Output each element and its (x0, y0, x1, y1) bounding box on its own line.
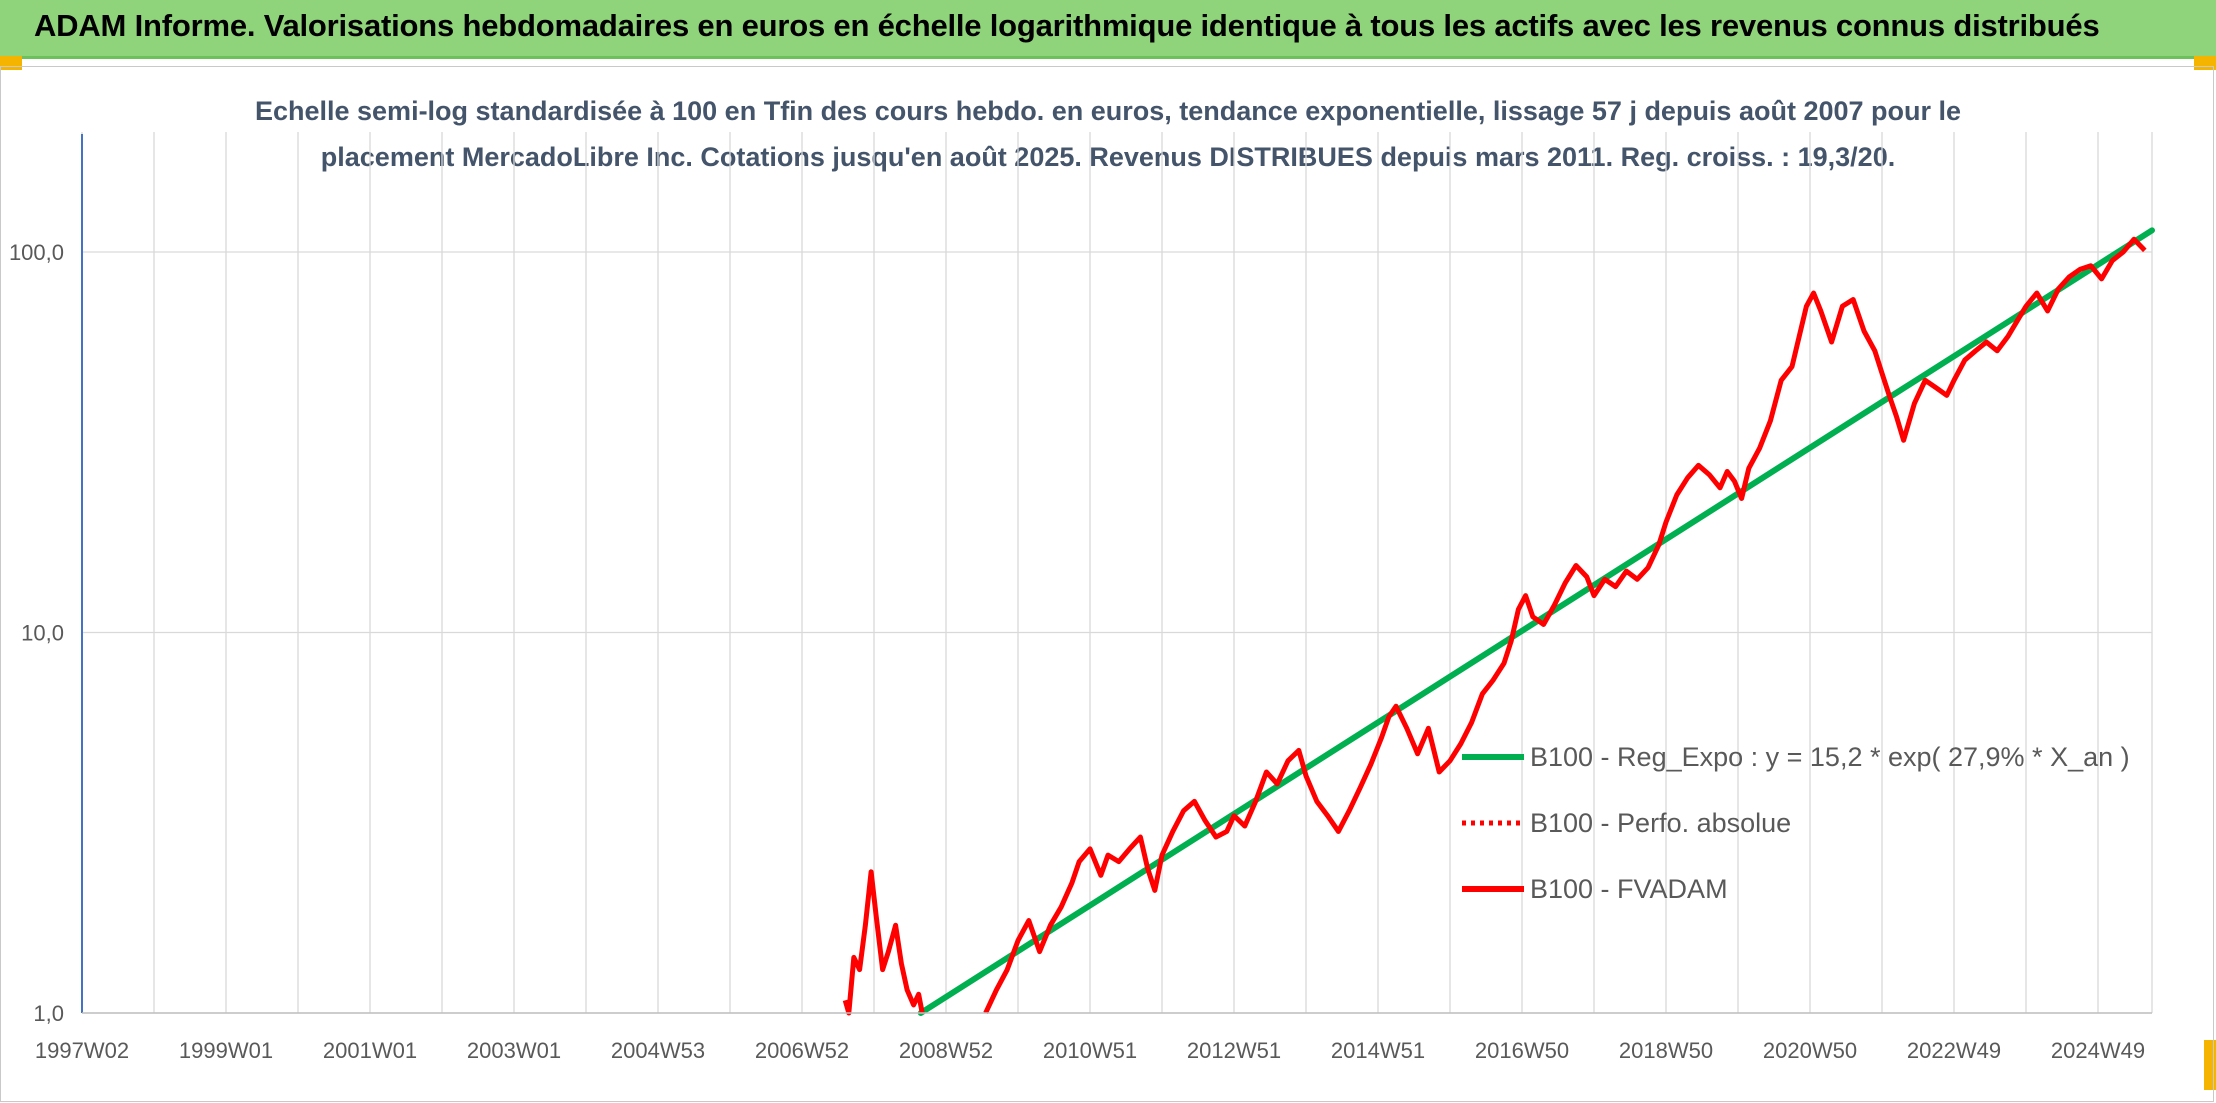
x-tick-label: 2008W52 (899, 1038, 993, 1063)
x-tick-label: 2014W51 (1331, 1038, 1425, 1063)
x-tick-label: 2018W50 (1619, 1038, 1713, 1063)
chart-subtitle-line1: Echelle semi-log standardisée à 100 en T… (254, 96, 1962, 126)
chart-frame (0, 66, 2214, 1102)
x-tick-label: 1999W01 (179, 1038, 273, 1063)
series-line-fvadam (842, 869, 925, 1016)
page-title: ADAM Informe. Valorisations hebdomadaire… (34, 8, 2100, 43)
series (842, 227, 2155, 1016)
legend-label: B100 - Perfo. absolue (1530, 808, 1791, 838)
chart-subtitle-line2: placement MercadoLibre Inc. Cotations ju… (320, 142, 1896, 172)
x-tick-label: 2004W53 (611, 1038, 705, 1063)
y-tick-label: 1,0 (33, 1001, 64, 1026)
series-line-fvadam (983, 236, 2147, 1015)
x-tick-label: 2020W50 (1763, 1038, 1857, 1063)
x-tick-label: 2022W49 (1907, 1038, 2001, 1063)
x-tick-label: 2012W51 (1187, 1038, 1281, 1063)
x-tick-label: 2010W51 (1043, 1038, 1137, 1063)
legend-label: B100 - Reg_Expo : y = 15,2 * exp( 27,9% … (1530, 742, 2130, 772)
axes: 1,0 10,0 100,0 1997W02 1999W01 2001W01 2003W01… (9, 134, 2152, 1063)
x-tick-label: 2001W01 (323, 1038, 417, 1063)
x-tick-label: 1997W02 (35, 1038, 129, 1063)
y-tick-label: 100,0 (9, 240, 64, 265)
title-banner: ADAM Informe. Valorisations hebdomadaire… (0, 0, 2216, 59)
x-tick-label: 2016W50 (1475, 1038, 1569, 1063)
y-tick-label: 10,0 (21, 621, 64, 646)
legend: B100 - Reg_Expo : y = 15,2 * exp( 27,9% … (1462, 742, 2130, 904)
grid (81, 132, 2153, 1014)
x-tick-label: 2003W01 (467, 1038, 561, 1063)
x-tick-label: 2006W52 (755, 1038, 849, 1063)
legend-label: B100 - FVADAM (1530, 874, 1728, 904)
x-tick-label: 2024W49 (2051, 1038, 2145, 1063)
